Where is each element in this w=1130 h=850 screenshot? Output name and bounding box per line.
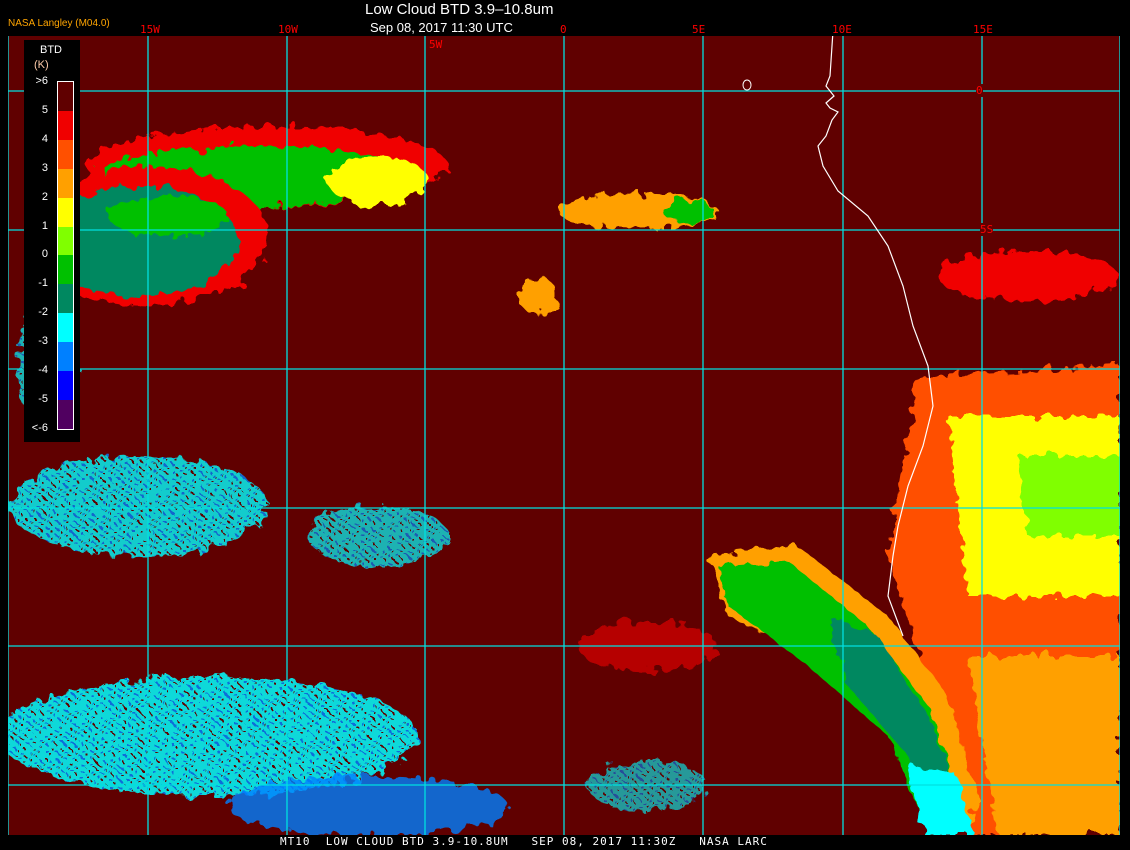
legend-swatch	[58, 82, 73, 111]
legend-tick: -3	[38, 335, 48, 348]
legend-tick: -2	[38, 306, 48, 319]
footer-caption: MT10 LOW CLOUD BTD 3.9-10.8UM SEP 08, 20…	[280, 835, 768, 848]
lon-label: 10E	[832, 23, 852, 36]
legend-tick: 5	[41, 103, 48, 116]
legend-tick: 2	[41, 190, 48, 203]
lon-label: 5E	[692, 23, 706, 36]
legend-tick: 3	[41, 161, 48, 174]
legend-tick: -5	[38, 392, 48, 405]
coastline	[817, 36, 934, 637]
legend-colorbar	[57, 81, 74, 430]
legend-unit: (K)	[34, 59, 49, 71]
lat-label: 0	[976, 84, 983, 97]
image-title: Low Cloud BTD 3.9–10.8um	[365, 1, 554, 18]
legend-tick: 1	[41, 219, 48, 232]
lon-label: 15E	[973, 23, 993, 36]
island-outline	[742, 79, 752, 91]
legend-tick: -4	[38, 364, 48, 376]
legend-swatch	[58, 168, 73, 198]
legend-tick: -1	[38, 277, 48, 290]
lat-lon-grid	[8, 36, 1120, 835]
lon-label: 15W	[140, 23, 160, 36]
credit-label: NASA Langley (M04.0)	[8, 18, 110, 29]
lon-label: 5W	[428, 38, 444, 51]
satellite-map	[8, 36, 1120, 835]
legend-swatch	[58, 197, 73, 227]
legend-swatch	[58, 371, 73, 400]
legend-tick: >6	[35, 75, 48, 87]
color-legend: BTD (K) >6 5 4 3 2 1 0 -1 -2 -3 -4 -5 <-6	[24, 40, 80, 442]
lon-label: 0	[560, 23, 567, 36]
lon-label: 10W	[278, 23, 298, 36]
legend-swatch	[58, 342, 73, 372]
legend-title: BTD	[40, 44, 62, 56]
image-datetime: Sep 08, 2017 11:30 UTC	[370, 20, 513, 35]
legend-swatch	[58, 255, 73, 285]
legend-swatch	[58, 399, 73, 429]
legend-tick: 0	[41, 248, 48, 261]
legend-tick: <-6	[31, 421, 48, 434]
legend-swatch	[58, 139, 73, 169]
legend-tick: 4	[41, 132, 48, 145]
legend-swatch	[58, 313, 73, 343]
legend-swatch	[58, 226, 73, 256]
legend-swatch	[58, 284, 73, 314]
legend-swatch	[58, 110, 73, 140]
lat-label: 5S	[980, 223, 994, 236]
